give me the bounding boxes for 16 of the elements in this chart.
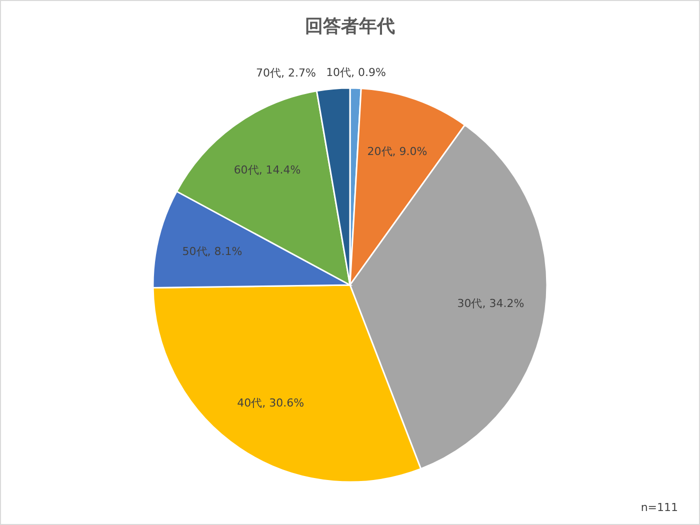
data-label: , 2.7% <box>280 66 316 80</box>
slice-label: 20代 <box>367 145 392 158</box>
slice-label: 70代 <box>256 66 281 80</box>
slice-label: 50代 <box>182 245 208 258</box>
data-label: , 34.2% <box>482 296 524 310</box>
slice-label: 60代 <box>234 164 259 177</box>
data-label: , 30.6% <box>262 396 304 410</box>
slice-label: 40代 <box>237 396 262 410</box>
chart-title: 回答者年代 <box>305 16 395 37</box>
data-label: , 0.9% <box>351 66 386 79</box>
text: n=111 <box>640 501 678 514</box>
slice-label: 30代 <box>457 296 482 310</box>
data-label: , 9.0% <box>392 145 428 158</box>
slice-label: 10代 <box>326 66 352 79</box>
data-label: , 14.4% <box>258 164 301 177</box>
data-label: , 8.1% <box>207 245 242 258</box>
